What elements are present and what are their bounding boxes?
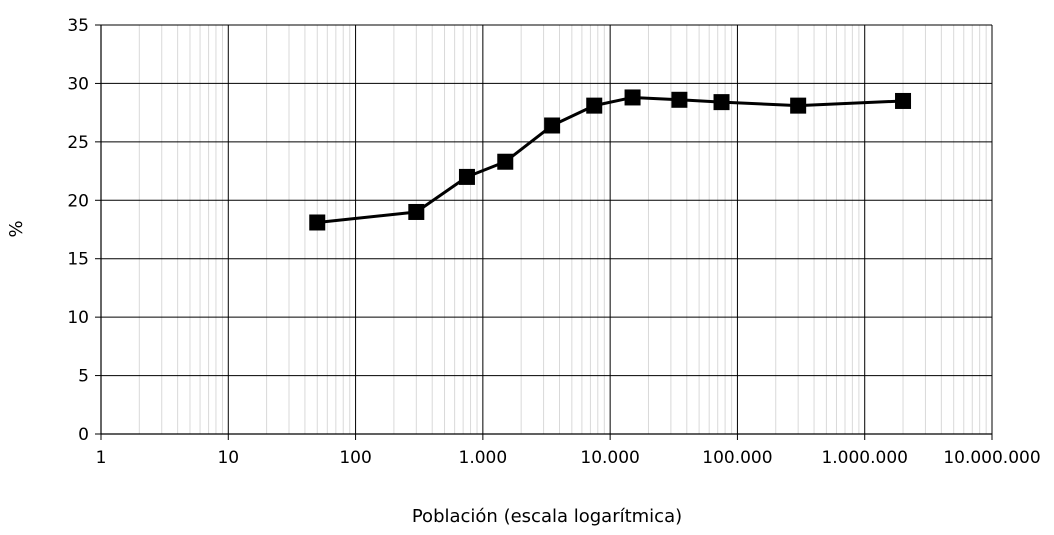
y-tick-label: 35 — [67, 16, 89, 36]
major-grid — [100, 24, 993, 435]
y-tick-label: 10 — [67, 308, 89, 328]
y-tick-label: 5 — [78, 367, 89, 387]
data-point-marker — [671, 91, 688, 108]
data-point-marker — [713, 94, 730, 111]
y-tick-labels: 0 5 10 15 20 25 30 35 — [67, 16, 89, 445]
y-tick-label: 25 — [67, 133, 89, 153]
x-tick-label: 100 — [339, 448, 371, 468]
x-tick-label: 1.000.000 — [821, 448, 908, 468]
series-layer — [309, 89, 912, 231]
x-axis-title: Población (escala logarítmica) — [412, 506, 682, 527]
x-tick-label: 1.000 — [459, 448, 508, 468]
y-tick-label: 30 — [67, 74, 89, 94]
x-tick-label: 100.000 — [702, 448, 772, 468]
y-tick-label: 0 — [78, 425, 89, 445]
minor-grid — [138, 25, 987, 434]
y-axis-title: % — [6, 220, 27, 237]
x-tick-labels: 1 10 100 1.000 10.000 100.000 1.000.000 10.000.… — [96, 448, 1041, 468]
y-tick-label: 20 — [67, 191, 89, 211]
axes — [95, 24, 993, 440]
y-tick-label: 15 — [67, 250, 89, 270]
data-point-marker — [497, 153, 514, 170]
data-point-marker — [624, 89, 641, 106]
x-tick-label: 10.000.000 — [943, 448, 1040, 468]
data-point-marker — [408, 203, 425, 220]
x-tick-label: 10 — [217, 448, 239, 468]
data-point-marker — [544, 117, 561, 134]
x-tick-label: 1 — [96, 448, 107, 468]
x-tick-label: 10.000 — [580, 448, 639, 468]
data-point-marker — [309, 214, 326, 231]
data-point-marker — [586, 97, 603, 114]
data-point-marker — [895, 92, 912, 109]
data-point-marker — [790, 97, 807, 114]
data-point-marker — [458, 168, 475, 185]
